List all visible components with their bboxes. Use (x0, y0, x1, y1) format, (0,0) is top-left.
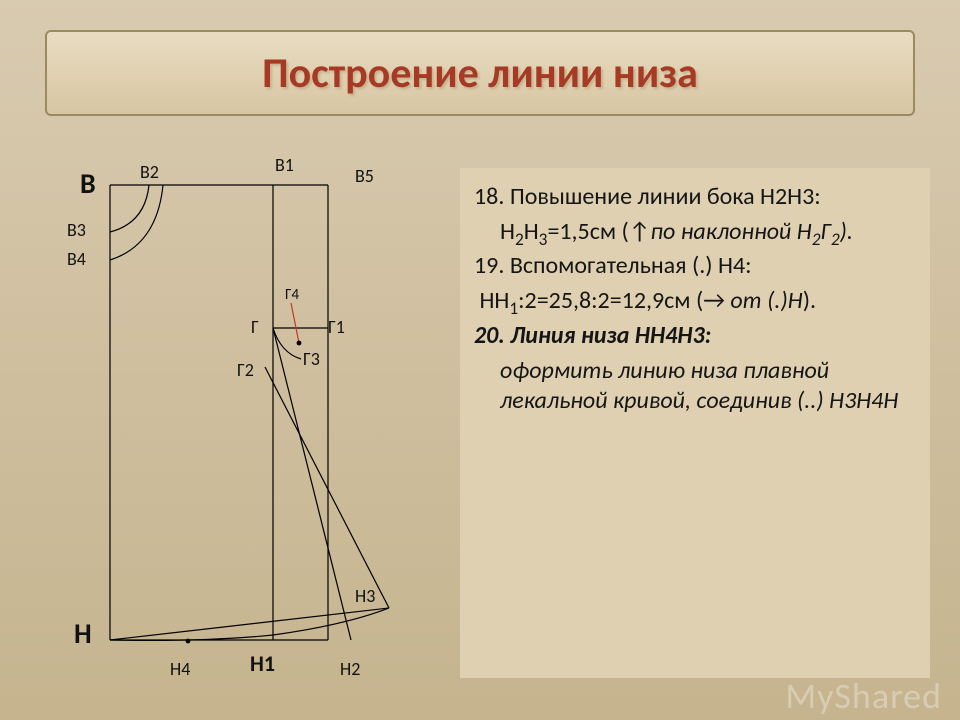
step-19-head: 19. Вспомогательная (.) Н4: (474, 251, 912, 282)
step-18-body: Н2Н3=1,5см (↑по наклонной Н2Г2). (474, 217, 912, 248)
diagram-label-H4: Н4 (170, 660, 190, 678)
diagram-label-B2: В2 (140, 163, 159, 181)
diagram-label-G1: Г1 (328, 318, 345, 336)
slide-title: Построение линии низа (262, 48, 698, 99)
diagram-label-B: В (80, 170, 96, 198)
diagram-label-B3: В3 (67, 221, 86, 239)
step-18-head: 18. Повышение линии бока Н2Н3: (474, 182, 912, 213)
step-20-body: оформить линию низа плавной лекальной кр… (474, 356, 912, 417)
title-box: Построение линии низа (45, 30, 915, 116)
diagram-label-H2: Н2 (340, 660, 360, 678)
diagram-svg (55, 145, 455, 695)
diagram-label-B5: В5 (355, 167, 374, 185)
diagram-label-B1: В1 (275, 156, 294, 174)
diagram-label-B4: В4 (67, 250, 86, 268)
step-19-body: НН1:2=25,8:2=12,9см (→ от (.)Н). (474, 286, 912, 317)
pattern-diagram: В В2 В1 В5 В3 В4 Г4 Г Г1 Г2 Г3 Н Н4 Н1 Н3 Н2 (55, 145, 455, 695)
diagram-label-G2: Г2 (237, 361, 254, 379)
diagram-label-G: Г (251, 318, 259, 336)
diagram-label-H1: Н1 (250, 653, 275, 675)
diagram-label-H: Н (74, 620, 92, 648)
diagram-label-H3: Н3 (355, 587, 375, 605)
step-20-head: 20. Линия низа НН4Н3: (474, 321, 912, 352)
diagram-label-G3: Г3 (303, 350, 320, 368)
instructions-panel: 18. Повышение линии бока Н2Н3: Н2Н3=1,5с… (460, 168, 930, 678)
diagram-label-G4: Г4 (285, 288, 299, 303)
